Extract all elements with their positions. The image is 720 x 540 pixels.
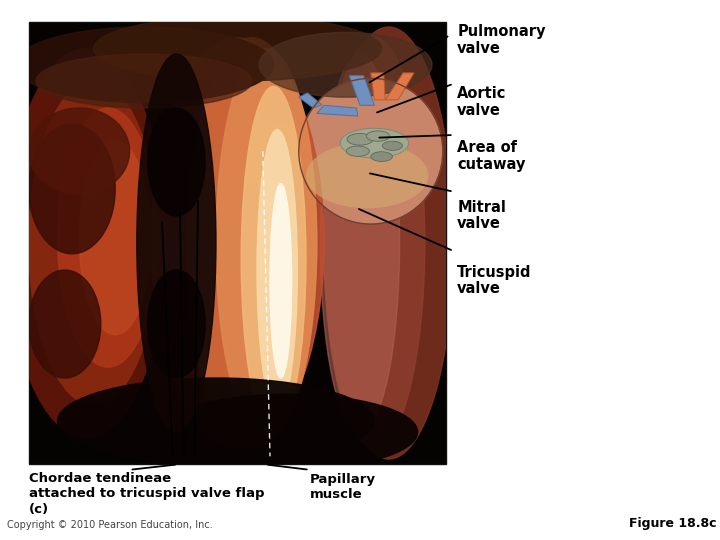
Ellipse shape bbox=[241, 86, 306, 432]
Ellipse shape bbox=[216, 49, 317, 437]
Ellipse shape bbox=[7, 49, 166, 437]
Ellipse shape bbox=[148, 108, 205, 216]
Ellipse shape bbox=[320, 54, 400, 432]
Ellipse shape bbox=[259, 32, 432, 97]
Ellipse shape bbox=[29, 270, 101, 378]
Ellipse shape bbox=[58, 378, 374, 464]
Ellipse shape bbox=[341, 128, 409, 158]
Ellipse shape bbox=[14, 27, 274, 103]
Polygon shape bbox=[371, 73, 385, 100]
Ellipse shape bbox=[58, 108, 158, 367]
Ellipse shape bbox=[151, 38, 324, 448]
Text: Figure 18.8c: Figure 18.8c bbox=[629, 517, 716, 530]
Text: Area of
cutaway: Area of cutaway bbox=[457, 140, 526, 172]
Polygon shape bbox=[227, 113, 367, 186]
Text: Tricuspid
valve: Tricuspid valve bbox=[457, 265, 531, 296]
Ellipse shape bbox=[29, 124, 115, 254]
Ellipse shape bbox=[158, 394, 418, 470]
Ellipse shape bbox=[36, 54, 252, 108]
Ellipse shape bbox=[137, 54, 216, 432]
Ellipse shape bbox=[94, 16, 382, 81]
Text: Aortic
valve: Aortic valve bbox=[457, 86, 507, 118]
Ellipse shape bbox=[371, 152, 392, 161]
Text: Mitral
valve: Mitral valve bbox=[457, 200, 506, 231]
Polygon shape bbox=[299, 93, 322, 108]
Ellipse shape bbox=[29, 81, 158, 405]
Ellipse shape bbox=[324, 38, 425, 448]
Text: Copyright © 2010 Pearson Education, Inc.: Copyright © 2010 Pearson Education, Inc. bbox=[7, 520, 213, 530]
Ellipse shape bbox=[148, 270, 205, 378]
Polygon shape bbox=[349, 76, 374, 105]
Ellipse shape bbox=[347, 133, 373, 145]
Bar bbox=[29, 22, 446, 464]
Polygon shape bbox=[385, 73, 414, 100]
Ellipse shape bbox=[257, 130, 297, 410]
Ellipse shape bbox=[324, 27, 454, 459]
Ellipse shape bbox=[270, 184, 292, 378]
Ellipse shape bbox=[187, 38, 317, 448]
Ellipse shape bbox=[346, 146, 369, 157]
Text: Pulmonary
valve: Pulmonary valve bbox=[457, 24, 546, 56]
Text: Chordae tendineae
attached to tricuspid valve flap
(c): Chordae tendineae attached to tricuspid … bbox=[29, 472, 264, 516]
Ellipse shape bbox=[306, 143, 428, 208]
Ellipse shape bbox=[366, 131, 390, 141]
Ellipse shape bbox=[299, 78, 443, 224]
Text: Papillary
muscle: Papillary muscle bbox=[310, 472, 376, 501]
Ellipse shape bbox=[79, 140, 151, 335]
Polygon shape bbox=[317, 105, 358, 116]
Ellipse shape bbox=[29, 108, 130, 194]
Ellipse shape bbox=[382, 141, 402, 150]
